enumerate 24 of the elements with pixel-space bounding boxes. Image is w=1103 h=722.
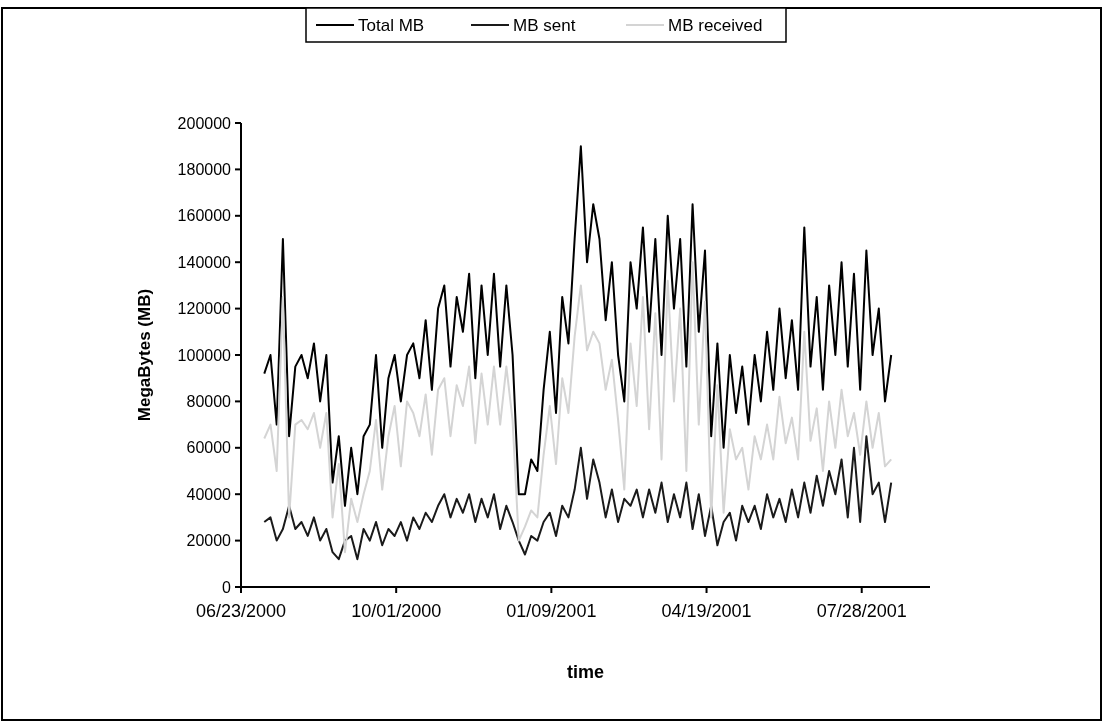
line-series <box>263 261 893 554</box>
y-tick-label: 40000 <box>186 485 232 503</box>
x-tick-label: 01/09/2001 <box>506 601 597 621</box>
y-tick-label: 60000 <box>186 439 232 457</box>
y-tick-label: 0 <box>222 578 232 596</box>
y-axis-title: MegaBytes (MB) <box>135 288 154 422</box>
y-tick-label: 140000 <box>177 253 232 271</box>
y-tick-label: 180000 <box>177 161 232 178</box>
x-tick-label: 07/28/2001 <box>816 601 907 621</box>
y-tick-label: 120000 <box>177 300 232 318</box>
y-tick-label: 80000 <box>186 393 232 410</box>
x-tick-label: 04/19/2001 <box>661 601 752 621</box>
line-series <box>263 145 893 507</box>
y-tick-label: 200000 <box>177 114 232 132</box>
legend-label: Total MB <box>358 15 425 35</box>
line-series <box>263 435 893 561</box>
y-tick-label: 20000 <box>186 532 232 550</box>
x-tick-label: 06/23/2000 <box>195 601 287 621</box>
y-tick-label: 160000 <box>177 207 232 225</box>
x-tick-label: 10/01/2000 <box>351 601 442 621</box>
legend-label: MB received <box>668 15 763 35</box>
x-axis-title: time <box>566 662 605 682</box>
legend-label: MB sent <box>513 15 576 35</box>
y-tick-label: 100000 <box>177 346 232 364</box>
